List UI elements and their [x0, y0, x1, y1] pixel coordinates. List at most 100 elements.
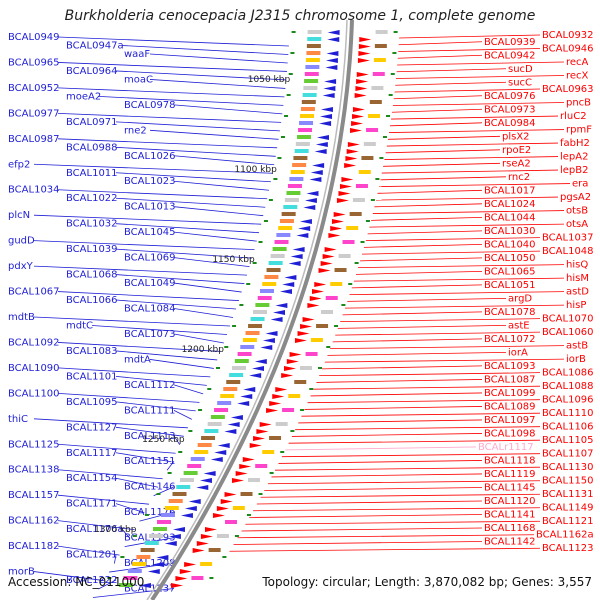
cog-bar [232, 366, 247, 370]
right-leader-line [245, 520, 541, 525]
right-leader-line [387, 135, 501, 140]
left-label: mdtC [66, 320, 93, 331]
left-gene-arrow [224, 429, 237, 434]
right-leader-line [313, 385, 541, 390]
left-label: BCAL1208 [124, 558, 176, 569]
gc-mark [382, 136, 387, 138]
cog-bar [234, 359, 249, 363]
right-leader-line [371, 216, 483, 221]
cog-bar [140, 548, 155, 552]
left-label: moeA2 [66, 91, 101, 102]
right-label: BCAL1096 [542, 395, 594, 406]
left-label: BCAL1013 [124, 202, 176, 213]
right-leader-line [397, 54, 483, 59]
right-leader-line [395, 81, 507, 86]
left-gene-arrow [282, 282, 295, 287]
cog-bar [183, 471, 198, 475]
left-label: BCAL1069 [124, 253, 176, 264]
right-label: BCAL1150 [542, 476, 594, 487]
gc-mark [386, 115, 391, 117]
left-label: efp2 [8, 159, 30, 170]
right-leader-line [367, 230, 483, 235]
right-leader-line [375, 196, 559, 201]
gc-mark [107, 577, 112, 579]
right-gene-arrow [212, 513, 225, 518]
right-label: BCAL1121 [542, 516, 594, 527]
right-label: BCAL0946 [542, 44, 594, 55]
cog-bar [136, 555, 151, 559]
left-label: BCAL1125 [8, 439, 60, 450]
left-label: pdxY [8, 261, 34, 272]
cog-bar [294, 380, 307, 384]
left-label: BCAL1039 [66, 244, 118, 255]
right-label: BCAL1037 [542, 233, 594, 244]
left-leader-line [115, 452, 172, 463]
right-label: lepB2 [560, 165, 589, 176]
left-gene-arrow [298, 226, 311, 231]
right-gene-arrow [220, 499, 233, 504]
right-gene-arrow [309, 296, 322, 301]
right-gene-arrow [170, 583, 183, 588]
left-label: BCAL1084 [124, 304, 176, 315]
right-gene-arrow [347, 142, 360, 147]
left-label: BCAL1237 [124, 584, 176, 595]
cog-bar [290, 170, 305, 174]
cog-bar [287, 184, 302, 188]
left-gene-arrow [299, 219, 312, 224]
right-label: hisM [566, 273, 589, 284]
left-label: BCAL1176a [66, 524, 124, 535]
cog-bar [264, 275, 279, 279]
left-leader-line [57, 494, 150, 505]
left-gene-arrow [199, 478, 212, 483]
cog-bar [300, 107, 315, 111]
left-label: rne2 [124, 125, 147, 136]
left-label: BCAL0947a [66, 40, 124, 51]
right-leader-line [332, 338, 483, 343]
right-leader-line [335, 331, 541, 336]
left-leader-line [173, 282, 242, 293]
right-leader-line [264, 487, 483, 491]
left-leader-line [115, 375, 207, 386]
right-leader-line [337, 324, 507, 329]
right-label: pncB [566, 98, 591, 109]
left-gene-arrow [217, 443, 230, 448]
cog-bar [330, 282, 343, 286]
right-label: BCAL0973 [484, 104, 536, 115]
cog-bar [284, 198, 299, 202]
cog-bar [316, 324, 329, 328]
cog-bar [204, 429, 219, 433]
right-leader-line [319, 372, 541, 377]
left-gene-arrow [322, 93, 335, 98]
left-label: BCAL0987 [8, 134, 60, 145]
cog-bar [342, 240, 355, 244]
right-gene-arrow [356, 72, 369, 77]
gc-mark [392, 52, 397, 54]
right-label: BCAL1087 [484, 374, 536, 385]
right-gene-arrow [216, 506, 229, 511]
left-label: BCAL1201 [66, 550, 118, 561]
left-label: BCAL1049 [124, 278, 176, 289]
gc-mark [318, 367, 323, 369]
right-leader-line [398, 48, 541, 52]
cog-bar [190, 457, 205, 461]
cog-bar [300, 366, 313, 370]
right-label: astB [566, 341, 588, 352]
right-gene-arrow [333, 212, 346, 217]
left-leader-line [33, 265, 248, 276]
right-label: BCAL1040 [484, 239, 536, 250]
right-leader-line [399, 34, 541, 39]
right-label: iorB [566, 354, 586, 365]
right-gene-arrow [331, 219, 344, 224]
right-gene-arrow [175, 576, 188, 581]
cog-bar [276, 233, 291, 237]
right-label: rseA2 [502, 158, 531, 169]
left-label: mdtA [124, 354, 151, 365]
gc-mark [286, 94, 291, 96]
right-gene-arrow [338, 191, 351, 196]
right-gene-arrow [259, 422, 272, 427]
left-gene-arrow [319, 121, 332, 126]
left-leader-line [115, 121, 280, 132]
left-gene-arrow [240, 394, 253, 399]
left-leader-line [115, 248, 253, 259]
left-label: BCAL1067 [8, 287, 60, 298]
